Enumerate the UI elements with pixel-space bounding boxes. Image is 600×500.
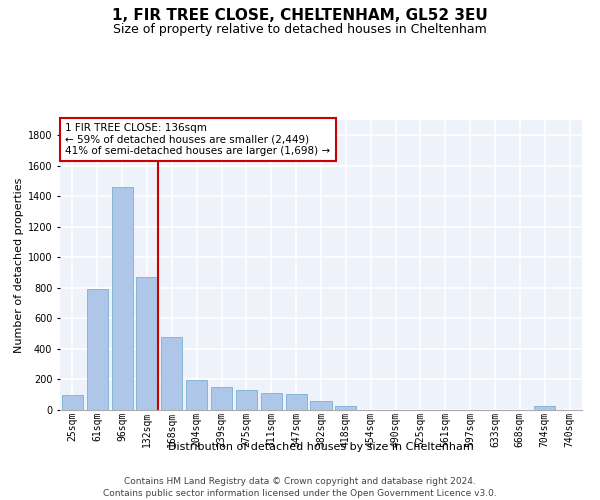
Text: 1 FIR TREE CLOSE: 136sqm
← 59% of detached houses are smaller (2,449)
41% of sem: 1 FIR TREE CLOSE: 136sqm ← 59% of detach… — [65, 123, 331, 156]
Bar — [186, 380, 207, 410]
Text: 1, FIR TREE CLOSE, CHELTENHAM, GL52 3EU: 1, FIR TREE CLOSE, CHELTENHAM, GL52 3EU — [112, 8, 488, 22]
Bar — [211, 387, 232, 410]
Bar — [236, 390, 257, 410]
Bar — [87, 290, 108, 410]
Bar — [62, 394, 83, 410]
Bar — [534, 406, 555, 410]
Text: Distribution of detached houses by size in Cheltenham: Distribution of detached houses by size … — [168, 442, 474, 452]
Bar — [136, 277, 158, 410]
Bar — [161, 336, 182, 410]
Bar — [310, 401, 332, 410]
Text: Size of property relative to detached houses in Cheltenham: Size of property relative to detached ho… — [113, 22, 487, 36]
Bar — [261, 393, 282, 410]
Bar — [286, 394, 307, 410]
Bar — [335, 406, 356, 410]
Bar — [112, 187, 133, 410]
Text: Contains HM Land Registry data © Crown copyright and database right 2024.: Contains HM Land Registry data © Crown c… — [124, 478, 476, 486]
Y-axis label: Number of detached properties: Number of detached properties — [14, 178, 23, 352]
Text: Contains public sector information licensed under the Open Government Licence v3: Contains public sector information licen… — [103, 489, 497, 498]
